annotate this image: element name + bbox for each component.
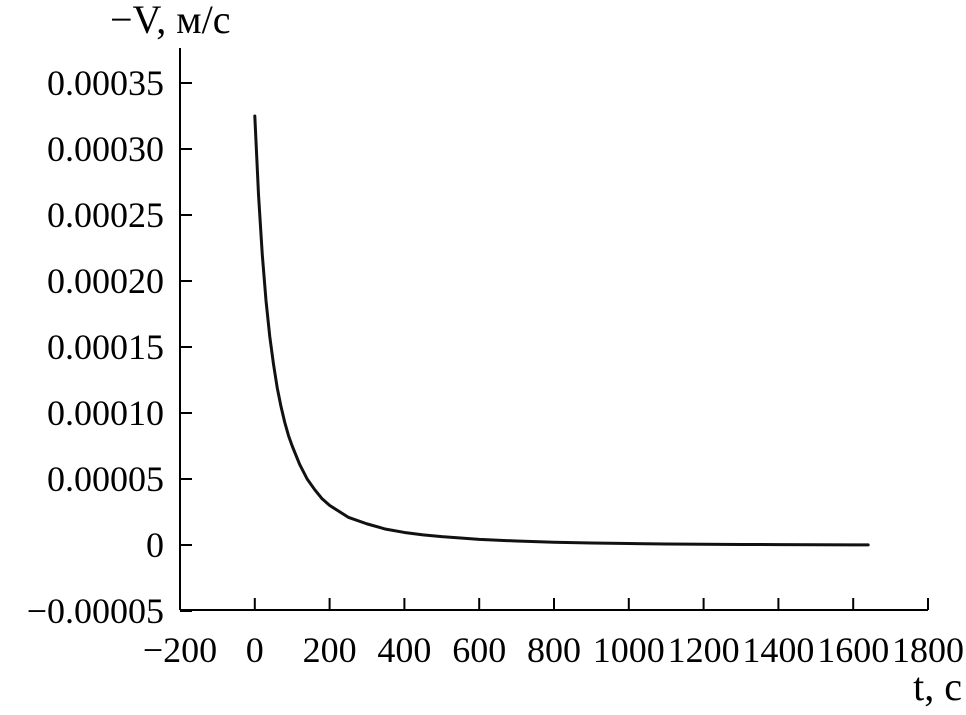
y-ticks: −0.00005 0 0.00005 0.00010 0.00015 0.00020 0.0… — [27, 63, 192, 631]
y-tick-label: 0.00020 — [47, 261, 164, 301]
x-tick-label: 400 — [377, 630, 431, 670]
y-tick-label: 0.00035 — [47, 63, 164, 103]
x-tick-label: 200 — [303, 630, 357, 670]
x-axis-title: t, с — [913, 664, 962, 709]
y-axis-title-text: −V, м/с — [110, 0, 230, 42]
series-line — [253, 114, 870, 547]
x-tick-label: 1800 — [892, 630, 964, 670]
y-axis-title: −V, м/с — [110, 0, 230, 42]
x-tick-label: 0 — [246, 630, 264, 670]
y-tick-label: 0.00025 — [47, 195, 164, 235]
y-tick-label: 0.00030 — [47, 129, 164, 169]
x-tick-label: 600 — [452, 630, 506, 670]
x-tick-label: 1000 — [593, 630, 665, 670]
y-tick-label: 0 — [146, 525, 164, 565]
x-ticks: −200 0 200 400 600 800 1000 1200 1400 1600 1800 — [143, 598, 964, 670]
y-tick-label: 0.00015 — [47, 327, 164, 367]
x-tick-label: −200 — [143, 630, 217, 670]
x-tick-label: 1200 — [668, 630, 740, 670]
x-tick-label: 800 — [527, 630, 581, 670]
y-tick-label: 0.00010 — [47, 393, 164, 433]
y-tick-label: −0.00005 — [27, 591, 164, 631]
x-axis-title-text: t, с — [913, 664, 962, 709]
x-tick-label: 1400 — [742, 630, 814, 670]
y-tick-label: 0.00005 — [47, 459, 164, 499]
x-tick-label: 1600 — [817, 630, 889, 670]
